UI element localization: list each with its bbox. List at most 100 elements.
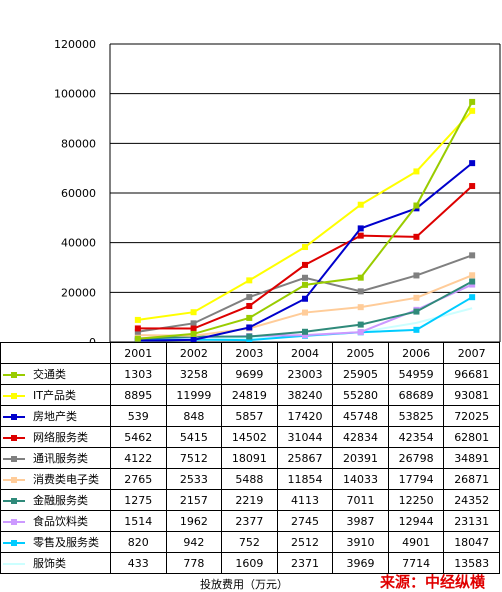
y-tick-label: 60000 — [61, 187, 96, 200]
y-tick-label: 20000 — [61, 286, 96, 299]
legend-entry: 交通类 — [0, 363, 111, 385]
data-value-cell: 2533 — [165, 468, 223, 490]
data-point-5 — [357, 288, 364, 295]
data-point-8 — [357, 329, 364, 336]
data-value-cell: 942 — [165, 531, 223, 553]
data-point-1 — [469, 98, 476, 105]
legend-entry: 金融服务类 — [0, 489, 111, 511]
series-name: 食品饮料类 — [33, 515, 88, 528]
data-point-8 — [302, 332, 308, 339]
source-note: 来源：中经纵横 — [380, 573, 486, 591]
data-value-cell: 4901 — [387, 531, 445, 553]
table-row: 食品饮料类 1514 1962 2377 2745 3987 12944 23131 — [0, 510, 500, 532]
data-value-cell: 53825 — [387, 405, 445, 427]
data-value-cell: 1962 — [165, 510, 223, 532]
data-value-cell: 25905 — [332, 363, 389, 385]
data-value-cell: 752 — [221, 531, 278, 553]
table-row: 网络服务类 5462 5415 14502 31044 42834 42354 62801 — [0, 426, 500, 448]
data-point-1 — [413, 202, 420, 209]
data-value-cell: 31044 — [276, 426, 334, 448]
data-point-9 — [246, 337, 253, 342]
series-name: 金融服务类 — [33, 494, 88, 507]
data-point-4 — [134, 325, 141, 332]
data-point-5 — [413, 272, 420, 279]
data-point-9 — [469, 294, 476, 301]
x-tick-label: 2006 — [387, 342, 445, 364]
data-value-cell: 55280 — [332, 384, 389, 406]
data-value-cell: 5462 — [110, 426, 167, 448]
data-value-cell: 5857 — [221, 405, 278, 427]
y-tick-label: 100000 — [54, 88, 96, 101]
data-value-cell: 820 — [110, 531, 167, 553]
data-value-cell: 13583 — [443, 552, 500, 574]
legend-key-icon — [3, 497, 25, 505]
data-point-4 — [357, 232, 364, 239]
table-row: 服饰类 433 778 1609 2371 3969 7714 13583 — [0, 552, 500, 574]
series-name: 零售及服务类 — [33, 536, 99, 549]
data-point-9 — [413, 326, 420, 333]
data-value-cell: 3969 — [332, 552, 389, 574]
data-value-cell: 5488 — [221, 468, 278, 490]
legend-key-icon — [3, 413, 25, 421]
data-point-6 — [413, 294, 420, 301]
table-row: 交通类 1303 3258 9699 23003 25905 54959 96681 — [0, 363, 500, 385]
data-point-4 — [469, 183, 476, 190]
data-value-cell: 1609 — [221, 552, 278, 574]
legend-key-icon — [3, 539, 25, 547]
data-value-cell: 42354 — [387, 426, 445, 448]
data-point-1 — [357, 274, 364, 281]
y-tick-label: 120000 — [54, 38, 96, 51]
data-point-6 — [134, 332, 141, 339]
data-value-cell: 18091 — [221, 447, 278, 469]
data-table: 2001 2002 2003 2004 2005 2006 2007 交通类 1303 3258 9… — [0, 342, 500, 574]
data-value-cell: 539 — [110, 405, 167, 427]
data-point-5 — [469, 252, 476, 259]
legend-marker — [11, 372, 17, 378]
data-point-3 — [302, 295, 308, 302]
data-point-3 — [246, 324, 253, 331]
data-value-cell: 25867 — [276, 447, 334, 469]
data-point-7 — [302, 328, 308, 335]
data-point-2 — [190, 309, 197, 316]
data-point-6 — [469, 272, 476, 279]
legend-entry: 服饰类 — [0, 552, 111, 574]
data-point-4 — [246, 302, 253, 309]
x-tick-label: 2003 — [221, 342, 278, 364]
legend-entry: 食品饮料类 — [0, 510, 111, 532]
data-point-1 — [190, 330, 197, 337]
legend-key-icon — [3, 371, 25, 379]
x-tick-label: 2005 — [332, 342, 389, 364]
data-value-cell: 3258 — [165, 363, 223, 385]
legend-entry: 房地产类 — [0, 405, 111, 427]
legend-key-icon — [3, 518, 25, 526]
data-value-cell: 24819 — [221, 384, 278, 406]
table-row: 通讯服务类 4122 7512 18091 25867 20391 26798 34891 — [0, 447, 500, 469]
table-corner-cell — [0, 342, 111, 364]
table-row: 房地产类 539 848 5857 17420 45748 53825 72025 — [0, 405, 500, 427]
table-row: IT产品类 8895 11999 24819 38240 55280 68689 93081 — [0, 384, 500, 406]
series-line-1 — [137, 101, 474, 340]
data-value-cell: 4122 — [110, 447, 167, 469]
data-value-cell: 433 — [110, 552, 167, 574]
data-value-cell: 68689 — [387, 384, 445, 406]
table-row: 金融服务类 1275 2157 2219 4113 7011 12250 24352 — [0, 489, 500, 511]
series-line-2 — [137, 110, 473, 321]
data-value-cell: 23131 — [443, 510, 500, 532]
data-value-cell: 2512 — [276, 531, 334, 553]
series-name: 网络服务类 — [33, 431, 88, 444]
data-value-cell: 24352 — [443, 489, 500, 511]
data-point-6 — [357, 304, 364, 311]
data-point-4 — [190, 325, 197, 332]
data-value-cell: 1514 — [110, 510, 167, 532]
legend-key-icon — [3, 434, 25, 442]
y-tick-label: 80000 — [61, 137, 96, 150]
data-value-cell: 14033 — [332, 468, 389, 490]
data-value-cell: 7011 — [332, 489, 389, 511]
data-value-cell: 26798 — [387, 447, 445, 469]
data-value-cell: 9699 — [221, 363, 278, 385]
data-value-cell: 14502 — [221, 426, 278, 448]
data-value-cell: 11854 — [276, 468, 334, 490]
data-value-cell: 5415 — [165, 426, 223, 448]
data-point-2 — [469, 107, 476, 114]
data-point-7 — [413, 308, 420, 315]
